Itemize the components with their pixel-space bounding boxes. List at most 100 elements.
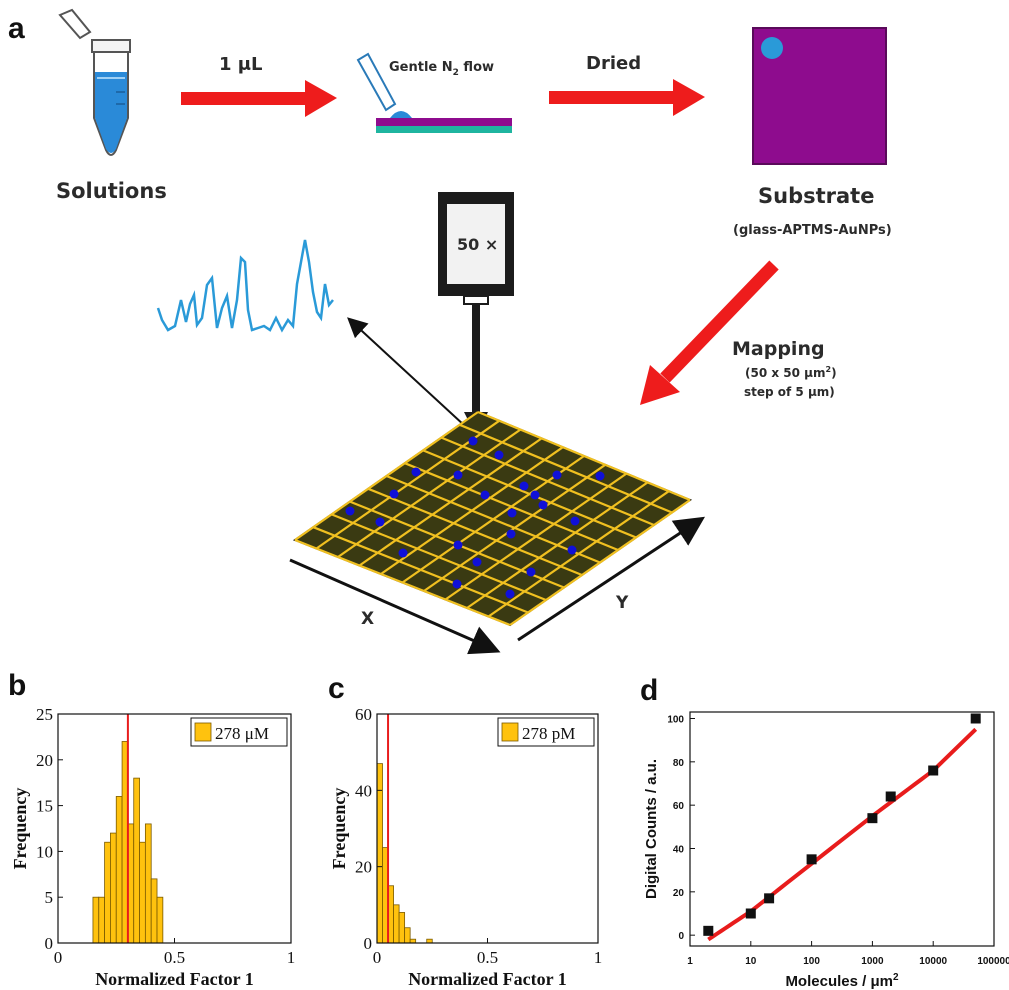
x-tick-label: 10 [745, 956, 757, 967]
panel-c-letter: c [328, 672, 345, 705]
y-tick-label: 20 [36, 751, 53, 770]
map-point [452, 579, 462, 589]
grid-line [423, 463, 606, 592]
histogram-bar [393, 904, 400, 944]
map-point [506, 529, 516, 539]
map-point [505, 589, 515, 599]
data-point [970, 713, 981, 724]
grid-line [459, 423, 673, 514]
panel-d-letter: d [640, 674, 658, 707]
y-tick-label: 0 [45, 934, 54, 953]
map-point [453, 470, 463, 480]
objective-icon [438, 192, 514, 436]
map-point [526, 567, 536, 577]
mapping-step-label: step of 5 μm) [744, 385, 835, 399]
map-point [398, 548, 408, 558]
mapping-area-label: (50 x 50 μm2) [745, 365, 837, 380]
x-tick-label: 0 [373, 948, 382, 967]
y-tick-label: 80 [673, 758, 685, 769]
histogram-bar [92, 896, 100, 944]
x-axis-label: X [361, 609, 374, 629]
data-point [764, 893, 775, 904]
substrate-label: Substrate [758, 184, 874, 208]
x-tick-label: 1 [287, 948, 296, 967]
x-tick-label: 0.5 [477, 948, 498, 967]
gentle-flow-label: Gentle N2 flow [389, 60, 494, 78]
y-axis-title: Frequency [10, 788, 30, 870]
grid-line [509, 499, 691, 626]
y-tick-label: 0 [678, 931, 684, 942]
histogram-bar [150, 878, 158, 944]
map-point [389, 489, 399, 499]
x-tick-label: 100000 [977, 956, 1009, 967]
x-axis-arrow-icon [289, 558, 501, 655]
x-tick-label: 1 [687, 956, 693, 967]
mapping-grid [292, 410, 693, 627]
map-point [595, 471, 605, 481]
histogram-bar [156, 896, 164, 944]
y-axis-title: Digital Counts / a.u. [643, 759, 660, 899]
map-point [453, 540, 463, 550]
plot-frame [689, 711, 995, 947]
x-tick-label: 1 [594, 948, 603, 967]
grid-line [422, 449, 637, 539]
panel-a-letter: a [8, 12, 25, 45]
mapping-label: Mapping [732, 338, 825, 360]
legend-label: 278 pM [522, 724, 575, 743]
grid-line [404, 462, 619, 552]
substrate-sub-label: (glass-APTMS-AuNPs) [733, 223, 892, 238]
y-tick-label: 100 [667, 715, 684, 726]
map-point [480, 490, 490, 500]
substrate-icon [752, 27, 887, 165]
grid-line [487, 490, 670, 618]
y-axis-arrow-icon [517, 516, 706, 642]
slide-icon [376, 118, 512, 133]
map-point [375, 517, 385, 527]
y-axis-title: Frequency [329, 788, 349, 870]
histogram-bar [104, 841, 111, 944]
y-tick-label: 20 [355, 858, 372, 877]
x-tick-label: 1000 [861, 956, 884, 967]
histogram-bar [398, 912, 406, 944]
map-point [411, 467, 421, 477]
data-point [703, 925, 714, 936]
plot-frame [376, 713, 599, 944]
signal-arrow-icon [347, 317, 479, 439]
data-point [928, 765, 939, 776]
data-point [806, 854, 817, 865]
map-point [570, 516, 580, 526]
data-point [867, 813, 878, 824]
histogram-bar [133, 777, 140, 944]
objective-label: 50 × [457, 235, 498, 254]
y-tick-label: 0 [364, 934, 373, 953]
arrow-2-icon [549, 79, 705, 116]
y-tick-label: 60 [673, 801, 685, 812]
legend-swatch [194, 722, 212, 742]
tube-icon [58, 8, 131, 156]
map-point [519, 481, 529, 491]
grid-line [440, 436, 655, 527]
histogram-bar [98, 896, 106, 944]
grid-line [466, 481, 649, 609]
y-tick-label: 20 [673, 888, 685, 899]
x-axis-title: Normalized Factor 1 [95, 969, 254, 989]
spectrum-icon [156, 239, 334, 333]
histogram-bar [404, 927, 411, 944]
dried-label: Dried [586, 53, 641, 74]
map-point [538, 500, 548, 510]
legend-label: 278 μM [215, 724, 269, 743]
histogram-bar [115, 796, 123, 944]
data-point [885, 791, 896, 802]
map-point [552, 470, 562, 480]
map-point [494, 450, 504, 460]
y-axis-label: Y [615, 593, 629, 613]
x-axis-title: Normalized Factor 1 [408, 969, 567, 989]
histogram-bar [110, 832, 117, 944]
map-point [345, 506, 355, 516]
map-point [507, 508, 517, 518]
map-point [567, 545, 577, 555]
x-tick-label: 0.5 [164, 948, 185, 967]
y-tick-label: 25 [36, 705, 53, 724]
